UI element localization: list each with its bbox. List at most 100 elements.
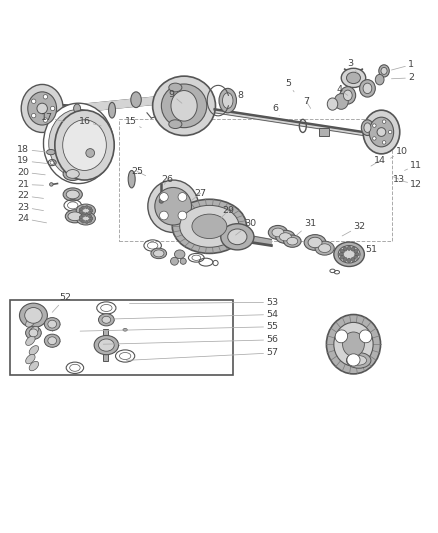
Text: 4: 4 [336, 85, 348, 95]
Ellipse shape [334, 322, 373, 366]
Ellipse shape [268, 225, 288, 239]
Circle shape [373, 136, 376, 140]
Ellipse shape [29, 345, 39, 355]
Ellipse shape [48, 320, 57, 328]
Ellipse shape [82, 220, 85, 223]
Ellipse shape [351, 356, 367, 365]
Ellipse shape [28, 92, 57, 125]
Text: 3: 3 [347, 59, 357, 72]
Ellipse shape [364, 123, 371, 133]
Polygon shape [237, 233, 272, 246]
Ellipse shape [338, 246, 360, 263]
Circle shape [377, 128, 386, 136]
Circle shape [382, 120, 386, 123]
Ellipse shape [369, 117, 394, 147]
Ellipse shape [25, 326, 41, 340]
Text: 2: 2 [392, 74, 414, 83]
Text: 30: 30 [236, 219, 257, 235]
Text: 26: 26 [162, 175, 173, 184]
Ellipse shape [44, 318, 60, 330]
Ellipse shape [88, 207, 92, 210]
Ellipse shape [318, 244, 331, 253]
Ellipse shape [79, 219, 83, 221]
Text: 27: 27 [192, 189, 207, 200]
Circle shape [49, 183, 53, 186]
Circle shape [37, 103, 47, 114]
Ellipse shape [375, 75, 384, 85]
Ellipse shape [360, 79, 375, 97]
Ellipse shape [287, 237, 298, 245]
Circle shape [178, 211, 187, 220]
Ellipse shape [63, 120, 106, 171]
Ellipse shape [151, 248, 166, 259]
Circle shape [159, 192, 168, 201]
Text: 16: 16 [78, 117, 101, 126]
Ellipse shape [26, 318, 35, 327]
Ellipse shape [381, 67, 387, 75]
Text: 10: 10 [391, 147, 408, 158]
Circle shape [43, 118, 48, 122]
Ellipse shape [88, 215, 92, 218]
Ellipse shape [343, 257, 347, 262]
Ellipse shape [351, 247, 355, 251]
Ellipse shape [370, 126, 378, 136]
Polygon shape [77, 97, 155, 112]
Polygon shape [215, 109, 363, 135]
Text: 54: 54 [115, 310, 278, 319]
Ellipse shape [340, 87, 356, 104]
Ellipse shape [79, 214, 92, 223]
Ellipse shape [123, 328, 127, 331]
Ellipse shape [363, 110, 400, 154]
Ellipse shape [63, 188, 82, 201]
Text: 57: 57 [127, 349, 278, 360]
Text: 11: 11 [405, 161, 422, 171]
Ellipse shape [343, 332, 364, 357]
Bar [11, 300, 233, 375]
Text: 1: 1 [392, 60, 414, 70]
Text: 8: 8 [234, 91, 243, 104]
Ellipse shape [153, 250, 164, 257]
Ellipse shape [85, 213, 88, 217]
Ellipse shape [79, 208, 83, 211]
Ellipse shape [99, 339, 114, 351]
Ellipse shape [174, 250, 185, 259]
Ellipse shape [279, 233, 291, 241]
Ellipse shape [221, 224, 254, 250]
Ellipse shape [82, 214, 85, 217]
Ellipse shape [48, 337, 57, 345]
Bar [103, 329, 108, 361]
Ellipse shape [223, 93, 233, 108]
Text: 9: 9 [168, 90, 182, 103]
Text: 15: 15 [125, 117, 141, 128]
Ellipse shape [315, 241, 334, 255]
Ellipse shape [89, 209, 93, 212]
Text: 20: 20 [18, 168, 45, 177]
Ellipse shape [340, 249, 344, 253]
Text: 51: 51 [357, 245, 377, 259]
Circle shape [43, 95, 48, 99]
Ellipse shape [343, 90, 352, 101]
Ellipse shape [340, 255, 344, 259]
Ellipse shape [76, 212, 95, 225]
Text: 29: 29 [221, 206, 235, 217]
Ellipse shape [339, 253, 343, 256]
Text: 52: 52 [52, 294, 71, 312]
Text: 19: 19 [18, 156, 46, 165]
Ellipse shape [361, 120, 374, 135]
Ellipse shape [334, 242, 364, 266]
Ellipse shape [347, 258, 351, 263]
Ellipse shape [26, 354, 35, 364]
Ellipse shape [161, 84, 207, 128]
Ellipse shape [155, 188, 191, 225]
Ellipse shape [152, 76, 215, 135]
Ellipse shape [347, 246, 351, 251]
Ellipse shape [55, 110, 114, 180]
Circle shape [170, 257, 178, 265]
Ellipse shape [66, 169, 79, 179]
Bar [120, 119, 392, 241]
Ellipse shape [79, 211, 83, 213]
Ellipse shape [85, 212, 88, 216]
Ellipse shape [79, 216, 83, 219]
Ellipse shape [346, 72, 360, 84]
Ellipse shape [128, 171, 135, 188]
